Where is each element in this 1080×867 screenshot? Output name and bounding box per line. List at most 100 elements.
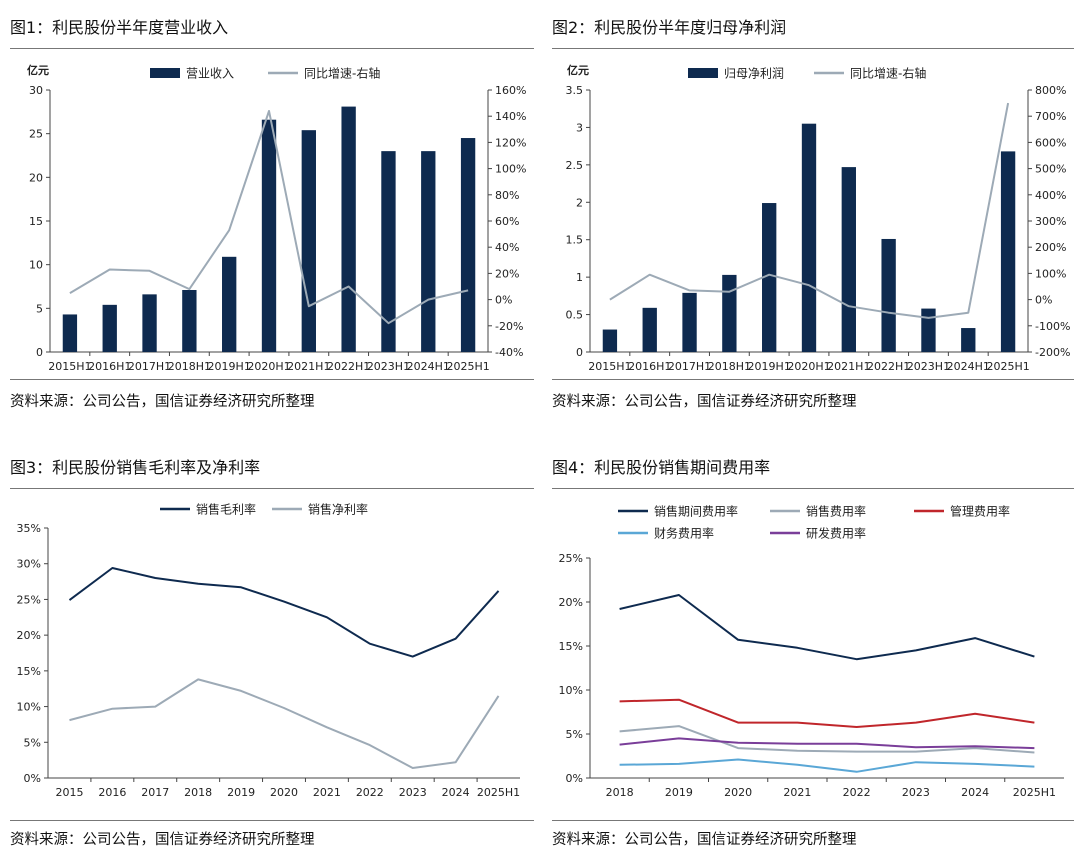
title-divider xyxy=(552,488,1074,489)
x-tick-label: 2017 xyxy=(141,786,169,799)
y-tick-label: 25% xyxy=(559,552,583,565)
x-tick-label: 2017H1 xyxy=(668,360,711,373)
x-tick-label: 2025H1 xyxy=(477,786,520,799)
y-tick-label: 15 xyxy=(29,215,43,228)
x-tick-label: 2015H1 xyxy=(588,360,631,373)
bar-2015H1 xyxy=(602,329,618,352)
y2-tick-label: 20% xyxy=(495,267,519,280)
x-tick-label: 2020H1 xyxy=(787,360,830,373)
panel-source: 资料来源：公司公告，国信证券经济研究所整理 xyxy=(10,832,315,848)
y2-tick-label: 400% xyxy=(1035,189,1066,202)
x-tick-label: 2025H1 xyxy=(446,360,489,373)
x-tick-label: 2015H1 xyxy=(48,360,91,373)
y-tick-label: 0% xyxy=(24,772,41,785)
bar-2017H1 xyxy=(142,294,157,352)
bar-2018H1 xyxy=(722,274,737,352)
x-tick-label: 2024H1 xyxy=(947,360,990,373)
x-tick-label: 2022H1 xyxy=(867,360,910,373)
y2-tick-label: 0% xyxy=(1035,294,1052,307)
y-tick-label: 10% xyxy=(559,684,583,697)
revenue-chart: 0 5 10 15 20 25 30 -40% -20% 0% 20% 40% 60% 80% 100% 12… xyxy=(27,63,526,373)
legend-swatch xyxy=(150,68,180,78)
x-tick-label: 2022 xyxy=(843,786,871,799)
bar-2023H1 xyxy=(381,151,396,352)
legend-label: 销售净利率 xyxy=(308,502,368,517)
y-tick-label: 0% xyxy=(566,772,583,785)
bar-2024H1 xyxy=(421,151,436,352)
x-tick-label: 2019H1 xyxy=(748,360,791,373)
bar-2017H1 xyxy=(682,292,697,352)
y2-tick-label: 300% xyxy=(1035,215,1066,228)
x-tick-label: 2016H1 xyxy=(88,360,131,373)
series-line-1 xyxy=(69,678,500,769)
bar-2021H1 xyxy=(301,130,316,352)
bar-2019H1 xyxy=(762,203,777,352)
bar-2016H1 xyxy=(642,307,657,352)
bar-2025H1 xyxy=(1000,151,1016,352)
x-tick-label: 2019 xyxy=(665,786,693,799)
expense-ratios-chart: 0% 5% 10% 15% 20% 25% 2018 2019 2020 2021 2022 2023… xyxy=(559,504,1064,799)
y-tick-label: 25% xyxy=(17,593,41,606)
series-line-2 xyxy=(619,698,1035,728)
legend-label: 营业收入 xyxy=(186,67,234,81)
x-tick-label: 2023 xyxy=(399,786,427,799)
chart-panel-expense-ratios: 图4：利民股份销售期间费用率 0% 5% 10% 15% 20% 25% 2018 2019 2… xyxy=(552,454,1074,859)
y-tick-label: 1.5 xyxy=(566,234,584,247)
x-tick-label: 2023 xyxy=(902,786,930,799)
x-tick-label: 2017H1 xyxy=(128,360,171,373)
panel-source: 资料来源：公司公告，国信证券经济研究所整理 xyxy=(10,394,315,410)
x-tick-label: 2020H1 xyxy=(247,360,290,373)
chart-panel-revenue: 图1：利民股份半年度营业收入 0 5 10 15 20 25 30 -40% -20% 0% 20%… xyxy=(10,14,534,424)
bar-2020H1 xyxy=(261,119,277,352)
y2-tick-label: 100% xyxy=(495,163,526,176)
margins-chart: 0% 5% 10% 15% 20% 25% 30% 35% 2015 2016 2017 2018 20… xyxy=(17,502,521,800)
y-tick-label: 20% xyxy=(559,596,583,609)
x-tick-label: 2022 xyxy=(356,786,384,799)
y-tick-label: 0.5 xyxy=(566,309,584,322)
y2-tick-label: 200% xyxy=(1035,241,1066,254)
legend-swatch xyxy=(688,68,718,78)
bar-2019H1 xyxy=(222,256,237,352)
y2-tick-label: 500% xyxy=(1035,163,1066,176)
y-tick-label: 15% xyxy=(559,640,583,653)
x-tick-label: 2018 xyxy=(184,786,212,799)
y2-tick-label: -200% xyxy=(1035,346,1070,359)
y2-tick-label: -100% xyxy=(1035,320,1070,333)
bar-2016H1 xyxy=(102,304,117,352)
x-tick-label: 2025H1 xyxy=(1013,786,1056,799)
chart-panel-margins: 图3：利民股份销售毛利率及净利率 0% 5% 10% 15% 20% 25% 30% 35% 2… xyxy=(10,454,534,859)
y-tick-label: 20 xyxy=(29,171,43,184)
y-tick-label: 5 xyxy=(36,302,43,315)
x-tick-label: 2018 xyxy=(606,786,634,799)
source-divider xyxy=(552,379,1074,380)
bar-2018H1 xyxy=(182,289,197,352)
x-tick-label: 2021 xyxy=(313,786,341,799)
x-tick-label: 2024 xyxy=(442,786,470,799)
legend-label: 财务费用率 xyxy=(654,526,714,541)
x-tick-label: 2020 xyxy=(270,786,298,799)
legend-label: 同比增速-右轴 xyxy=(850,66,926,81)
bar-2022H1 xyxy=(881,238,896,352)
y-tick-label: 3 xyxy=(576,121,583,134)
y2-tick-label: -40% xyxy=(495,346,523,359)
x-tick-label: 2023H1 xyxy=(907,360,950,373)
y-tick-label: 3.5 xyxy=(566,84,584,97)
series-line-4 xyxy=(619,737,1035,750)
y2-tick-label: 140% xyxy=(495,110,526,123)
y-tick-label: 5% xyxy=(24,736,41,749)
panel-title: 图4：利民股份销售期间费用率 xyxy=(552,458,771,477)
bar-2023H1 xyxy=(921,308,936,352)
series-line-1 xyxy=(619,725,1035,754)
panel-source: 资料来源：公司公告，国信证券经济研究所整理 xyxy=(552,832,857,848)
y-tick-label: 5% xyxy=(566,728,583,741)
series-line-0 xyxy=(68,567,500,658)
y-tick-label: 0 xyxy=(36,346,43,359)
y-tick-label: 10% xyxy=(17,701,41,714)
y2-tick-label: 120% xyxy=(495,136,526,149)
source-divider xyxy=(10,379,534,380)
x-tick-label: 2019 xyxy=(227,786,255,799)
title-divider xyxy=(552,48,1074,49)
y-tick-label: 2.5 xyxy=(566,159,584,172)
legend-label: 研发费用率 xyxy=(806,526,866,541)
x-tick-label: 2021H1 xyxy=(827,360,870,373)
